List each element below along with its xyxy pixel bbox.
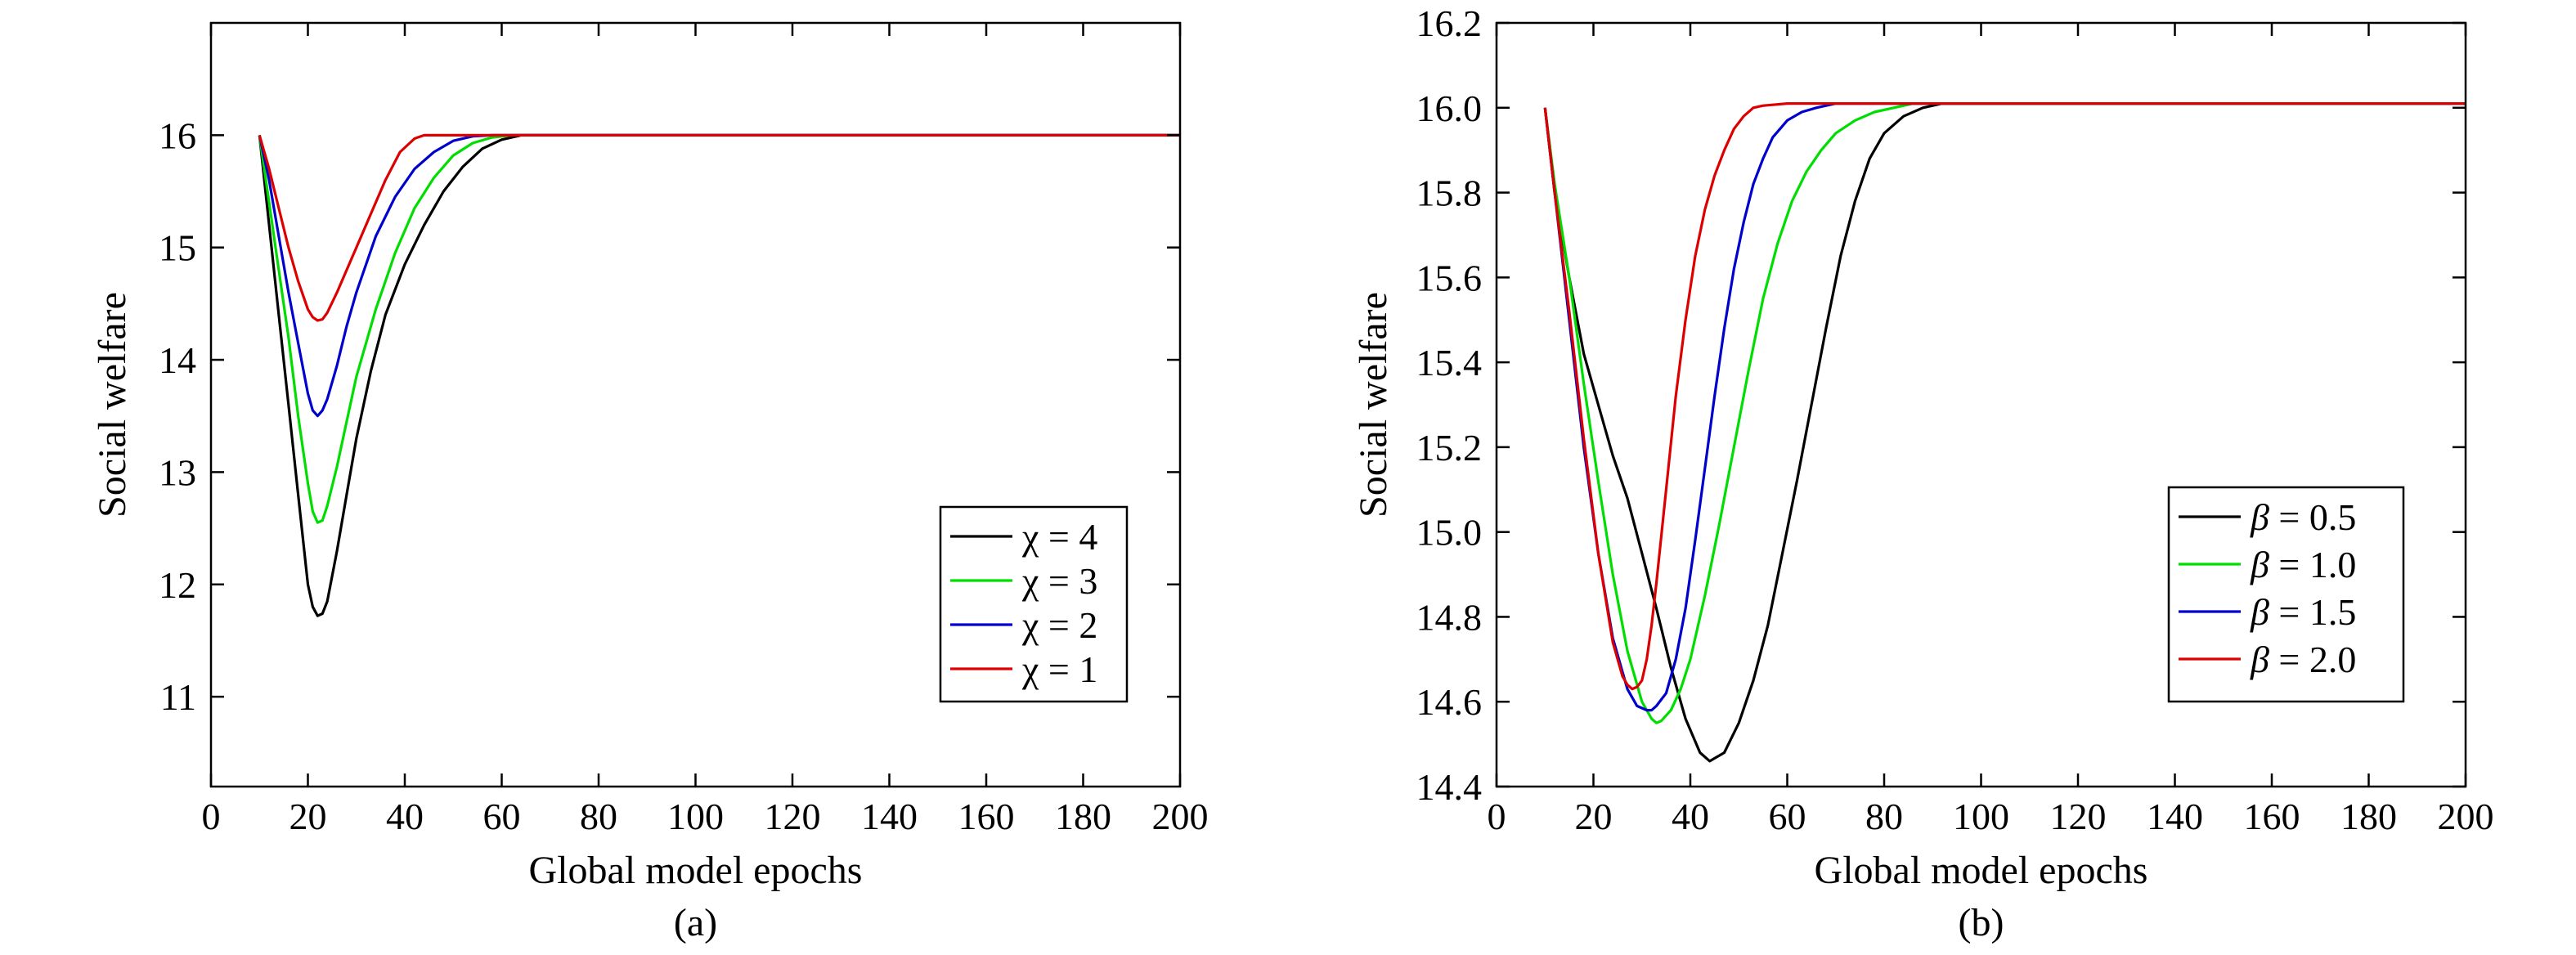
chart-panel-b: 0 20 40 60 80 100 120 140 160 180 200 14.4 14.6 14.8 1… (1352, 2, 2494, 944)
x-tick-label: 120 (2050, 796, 2107, 837)
legend-label-2: β = 1.5 (2250, 591, 2356, 633)
legend-label-3: β = 2.0 (2250, 639, 2356, 680)
x-tick-label: 140 (2147, 796, 2203, 837)
y-tick-label: 16.0 (1416, 87, 1483, 129)
series-line-1 (258, 133, 1180, 524)
y-tick-label: 16 (159, 114, 196, 156)
x-tick-label: 100 (667, 796, 724, 837)
y-axis-label: Social welfare (91, 292, 134, 518)
legend: χ = 4χ = 3χ = 2χ = 1 (939, 505, 1129, 703)
x-tick-label: 100 (1953, 796, 2009, 837)
x-tick-label: 80 (1865, 796, 1903, 837)
x-tick-label: 40 (1672, 796, 1709, 837)
legend-box (2167, 486, 2405, 703)
y-tick-label: 15.4 (1416, 342, 1483, 383)
legend-label-2: χ = 2 (1021, 604, 1097, 646)
panel-caption: (b) (1959, 901, 2004, 944)
x-tick-label: 200 (2438, 796, 2494, 837)
series-group (258, 133, 1180, 617)
series-line-3 (1543, 102, 2466, 691)
x-tick-label: 180 (1055, 796, 1111, 837)
x-tick-label: 160 (958, 796, 1015, 837)
y-tick-label: 14.6 (1416, 681, 1483, 723)
legend: β = 0.5 β = 1.0 β = 1.5 β = 2.0 (2167, 486, 2405, 703)
x-tick-label: 120 (765, 796, 821, 837)
y-tick-label: 15 (159, 227, 196, 269)
legend-label-0: χ = 4 (1021, 516, 1097, 558)
series-line-3 (258, 133, 1180, 322)
x-tick-label: 0 (202, 796, 221, 837)
x-tick-label: 60 (483, 796, 521, 837)
x-tick-label: 0 (1488, 796, 1506, 837)
x-tick-label: 160 (2244, 796, 2300, 837)
series-line-0 (1543, 102, 2466, 763)
y-axis-label: Social welfare (1352, 292, 1395, 518)
x-tick-label: 140 (861, 796, 918, 837)
x-tick-label: 180 (2340, 796, 2397, 837)
x-tick-label: 200 (1152, 796, 1209, 837)
legend-label-1: β = 1.0 (2250, 544, 2356, 585)
y-tick-label: 16.2 (1416, 2, 1483, 44)
x-axis-label: Global model epochs (1815, 849, 2148, 892)
series-group (1543, 102, 2466, 763)
x-tick-label: 20 (1575, 796, 1613, 837)
legend-label-1: χ = 3 (1021, 560, 1097, 602)
y-tick-label: 15.8 (1416, 173, 1483, 214)
y-tick-label: 15.6 (1416, 257, 1483, 298)
series-line-2 (258, 133, 1180, 418)
x-axis-label: Global model epochs (529, 849, 863, 892)
y-tick-label: 15.0 (1416, 512, 1483, 554)
y-tick-label: 11 (160, 676, 196, 718)
series-line-1 (1543, 102, 2466, 724)
y-tick-label: 14.8 (1416, 596, 1483, 638)
x-tick-label: 20 (289, 796, 327, 837)
x-tick-label: 40 (386, 796, 424, 837)
y-tick-label: 15.2 (1416, 427, 1483, 469)
x-tick-label: 80 (580, 796, 617, 837)
x-tick-label: 60 (1769, 796, 1806, 837)
y-tick-label: 14.4 (1416, 766, 1483, 808)
chart-panel-a: 0 20 40 60 80 100 120 140 160 180 200 11 12 13 14 15 16 G… (91, 21, 1209, 944)
y-tick-label: 12 (159, 564, 196, 606)
legend-label-3: χ = 1 (1021, 648, 1097, 690)
y-tick-label: 14 (159, 339, 196, 381)
legend-label-0: β = 0.5 (2250, 496, 2356, 538)
y-tick-label: 13 (159, 451, 196, 493)
panel-caption: (a) (674, 901, 717, 944)
series-line-0 (258, 133, 1180, 617)
